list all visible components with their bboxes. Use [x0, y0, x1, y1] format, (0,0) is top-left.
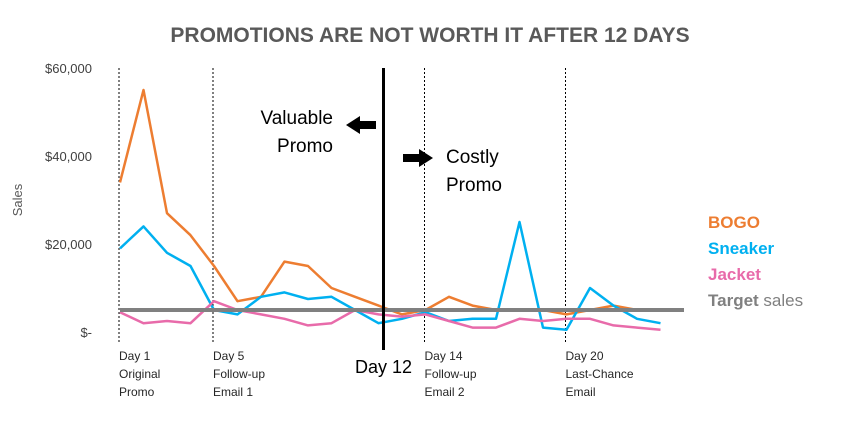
- annotation-valuable-promo: Promo: [277, 136, 333, 157]
- event-label: Promo: [119, 385, 155, 399]
- event-label: Follow-up: [213, 367, 265, 381]
- legend-entry: Target sales: [708, 291, 803, 310]
- series-line-jacket: [119, 299, 661, 332]
- annotation-valuable-promo: Valuable: [260, 108, 333, 129]
- arrow-left-icon: [346, 116, 376, 134]
- event-label: Day 14: [425, 349, 463, 363]
- series-line-sneaker: [119, 220, 661, 332]
- legend-entry: Jacket: [708, 265, 761, 284]
- legend-entry: BOGO: [708, 213, 760, 232]
- event-label: Day 5: [213, 349, 245, 363]
- y-axis-label: Sales: [10, 183, 25, 216]
- event-label: Email 2: [425, 385, 465, 399]
- annotation-costly-promo: Promo: [446, 175, 502, 196]
- y-tick-label: $40,000: [45, 149, 92, 164]
- y-tick-label: $60,000: [45, 61, 92, 76]
- event-label: Last-Chance: [566, 367, 634, 381]
- y-tick-label: $20,000: [45, 237, 92, 252]
- event-label: Original: [119, 367, 160, 381]
- event-label: Day 1: [119, 349, 151, 363]
- chart-title: PROMOTIONS ARE NOT WORTH IT AFTER 12 DAY…: [170, 24, 689, 47]
- annotation-costly-promo: Costly: [446, 147, 499, 168]
- event-label: Email: [566, 385, 596, 399]
- event-label: Email 1: [213, 385, 253, 399]
- event-label: Follow-up: [425, 367, 477, 381]
- threshold-label: Day 12: [355, 357, 412, 377]
- y-tick-label: $-: [80, 325, 92, 340]
- arrow-right-icon: [403, 149, 433, 167]
- event-label: Day 20: [566, 349, 604, 363]
- legend-entry: Sneaker: [708, 239, 775, 258]
